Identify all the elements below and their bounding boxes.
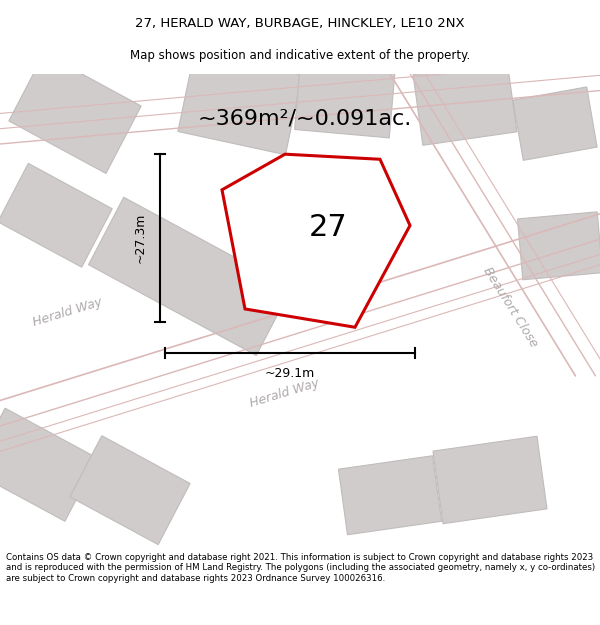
Polygon shape — [433, 436, 547, 524]
Polygon shape — [413, 61, 517, 145]
Polygon shape — [178, 52, 302, 155]
Text: 27: 27 — [309, 213, 347, 242]
Text: Contains OS data © Crown copyright and database right 2021. This information is : Contains OS data © Crown copyright and d… — [6, 552, 595, 582]
Text: Herald Way: Herald Way — [248, 377, 322, 410]
Polygon shape — [518, 212, 600, 280]
Polygon shape — [9, 54, 141, 174]
Polygon shape — [70, 436, 190, 544]
Text: Herald Way: Herald Way — [32, 295, 104, 329]
Text: 27, HERALD WAY, BURBAGE, HINCKLEY, LE10 2NX: 27, HERALD WAY, BURBAGE, HINCKLEY, LE10 … — [135, 17, 465, 30]
Polygon shape — [89, 198, 292, 356]
Text: Map shows position and indicative extent of the property.: Map shows position and indicative extent… — [130, 49, 470, 62]
Polygon shape — [0, 163, 112, 268]
Polygon shape — [0, 408, 98, 521]
Text: ~27.3m: ~27.3m — [133, 213, 146, 263]
Polygon shape — [338, 456, 442, 535]
Text: Beaufort Close: Beaufort Close — [480, 264, 540, 349]
Text: ~29.1m: ~29.1m — [265, 367, 315, 379]
Polygon shape — [513, 87, 597, 161]
Polygon shape — [295, 59, 395, 138]
Text: ~369m²/~0.091ac.: ~369m²/~0.091ac. — [198, 109, 412, 129]
Polygon shape — [222, 154, 410, 328]
